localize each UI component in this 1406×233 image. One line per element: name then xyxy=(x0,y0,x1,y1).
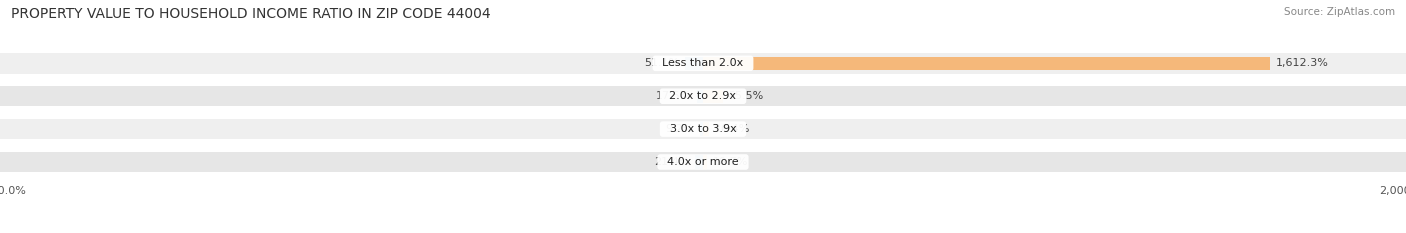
Bar xyxy=(685,57,703,70)
Text: 4.0x or more: 4.0x or more xyxy=(661,157,745,167)
Text: 21.4%: 21.4% xyxy=(654,157,690,167)
Text: 9.2%: 9.2% xyxy=(665,124,695,134)
Bar xyxy=(0,86,1406,106)
Text: 2.0x to 2.9x: 2.0x to 2.9x xyxy=(662,91,744,101)
Text: PROPERTY VALUE TO HOUSEHOLD INCOME RATIO IN ZIP CODE 44004: PROPERTY VALUE TO HOUSEHOLD INCOME RATIO… xyxy=(11,7,491,21)
Bar xyxy=(0,119,1406,139)
Text: 3.0x to 3.9x: 3.0x to 3.9x xyxy=(662,124,744,134)
Bar xyxy=(0,53,1406,74)
Text: 55.5%: 55.5% xyxy=(728,91,763,101)
Bar xyxy=(697,89,703,103)
Text: Less than 2.0x: Less than 2.0x xyxy=(655,58,751,68)
Bar xyxy=(703,89,723,103)
Bar xyxy=(703,123,709,136)
Text: 17.5%: 17.5% xyxy=(655,91,692,101)
Text: 51.1%: 51.1% xyxy=(644,58,679,68)
Text: 1,612.3%: 1,612.3% xyxy=(1275,58,1329,68)
Bar xyxy=(703,155,707,169)
Text: 16.4%: 16.4% xyxy=(714,124,749,134)
Bar xyxy=(703,57,1270,70)
Bar xyxy=(696,155,703,169)
Bar xyxy=(0,152,1406,172)
Bar xyxy=(700,123,703,136)
Legend: Without Mortgage, With Mortgage: Without Mortgage, With Mortgage xyxy=(588,230,818,233)
Text: 10.7%: 10.7% xyxy=(713,157,748,167)
Text: Source: ZipAtlas.com: Source: ZipAtlas.com xyxy=(1284,7,1395,17)
